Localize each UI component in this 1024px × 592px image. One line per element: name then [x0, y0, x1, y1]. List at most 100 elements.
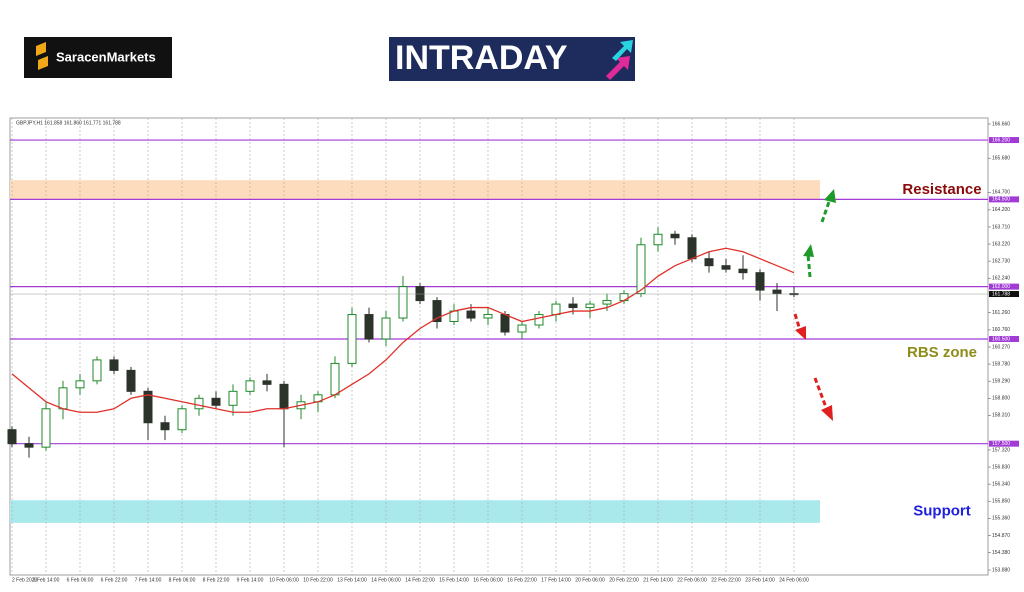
y-tick-label: 160.270 — [992, 344, 1010, 350]
candle-body — [262, 380, 272, 385]
arrow-down — [793, 313, 802, 331]
x-tick-label: 10 Feb 22:00 — [303, 577, 333, 583]
candle-body — [670, 233, 680, 239]
x-tick-label: 8 Feb 22:00 — [203, 577, 230, 583]
y-tick-label: 156.830 — [992, 464, 1010, 470]
candle-body — [126, 369, 136, 392]
candle-body — [228, 390, 238, 406]
x-tick-label: 20 Feb 06:00 — [575, 577, 605, 583]
y-tick-label: 162.730 — [992, 258, 1010, 264]
y-tick-label: 155.360 — [992, 516, 1010, 522]
y-tick-label: 159.780 — [992, 361, 1010, 367]
candle-body — [109, 359, 119, 371]
chart-header: GBPJPY,H1 161.858 161.860 161.771 161.78… — [16, 120, 121, 126]
level-label: 166.200 — [992, 137, 1010, 143]
annotation: RBS zone — [907, 344, 977, 361]
candle-body — [398, 286, 408, 319]
x-tick-label: 7 Feb 14:00 — [135, 577, 162, 583]
x-tick-label: 13 Feb 14:00 — [337, 577, 367, 583]
x-tick-label: 17 Feb 14:00 — [541, 577, 571, 583]
x-tick-label: 20 Feb 22:00 — [609, 577, 639, 583]
candle-body — [330, 362, 340, 396]
x-tick-label: 16 Feb 22:00 — [507, 577, 537, 583]
candle-body — [58, 387, 68, 410]
zone-label: Support — [913, 503, 971, 520]
x-tick-label: 6 Feb 06:00 — [67, 577, 94, 583]
candle-body — [364, 314, 374, 340]
candle-body — [160, 422, 170, 431]
candle-body — [211, 397, 221, 406]
candle-body — [466, 310, 476, 319]
y-tick-label: 153.880 — [992, 567, 1010, 573]
x-tick-label: 6 Feb 22:00 — [101, 577, 128, 583]
candle-body — [75, 380, 85, 389]
arrow-up — [820, 198, 832, 223]
candle-body — [687, 237, 697, 260]
level-tag — [989, 196, 1019, 203]
x-tick-label: 16 Feb 06:00 — [473, 577, 503, 583]
moving-average — [11, 247, 795, 413]
candle-body — [177, 408, 187, 431]
arrow-down — [813, 377, 829, 411]
x-tick-label: 23 Feb 14:00 — [745, 577, 775, 583]
arrow-up — [806, 253, 812, 278]
level-label: 157.500 — [992, 441, 1010, 447]
zone-label: Resistance — [902, 181, 981, 198]
arrowhead — [795, 326, 806, 340]
candle-body — [602, 300, 612, 305]
y-tick-label: 161.260 — [992, 310, 1010, 316]
candle-body — [7, 429, 17, 445]
level-label: 164.500 — [992, 197, 1010, 203]
y-tick-label: 159.290 — [992, 379, 1010, 385]
plot: ResistanceSupport166.660165.680164.70016… — [7, 118, 1019, 583]
brand-logo: SaracenMarkets — [24, 37, 172, 78]
x-tick-label: 22 Feb 06:00 — [677, 577, 707, 583]
x-tick-label: 21 Feb 14:00 — [643, 577, 673, 583]
level-tag — [989, 283, 1019, 290]
plot-frame — [9, 117, 989, 576]
x-tick-label: 15 Feb 14:00 — [439, 577, 469, 583]
candle-body — [738, 268, 748, 274]
candle-body — [755, 272, 765, 291]
candle-body — [381, 317, 391, 340]
y-tick-label: 164.700 — [992, 190, 1010, 196]
x-tick-label: 22 Feb 22:00 — [711, 577, 741, 583]
x-tick-label: 14 Feb 22:00 — [405, 577, 435, 583]
candle-body — [483, 314, 493, 319]
x-tick-label: 10 Feb 06:00 — [269, 577, 299, 583]
banner-arrow-up — [612, 40, 633, 61]
arrowhead — [821, 405, 833, 421]
x-tick-label: 2 Feb 2023 — [12, 577, 38, 583]
x-tick-label: 9 Feb 14:00 — [237, 577, 264, 583]
candle-body — [279, 383, 289, 410]
level-tag — [989, 440, 1019, 447]
y-tick-label: 155.850 — [992, 499, 1010, 505]
candle-body — [245, 380, 255, 392]
y-tick-label: 158.310 — [992, 413, 1010, 419]
y-tick-label: 154.380 — [992, 550, 1010, 556]
candle-body — [347, 314, 357, 364]
candle-body — [500, 314, 510, 333]
y-tick-label: 160.760 — [992, 327, 1010, 333]
banner-arrow-down — [606, 56, 630, 80]
x-tick-label: 3 Feb 14:00 — [33, 577, 60, 583]
candle-body — [568, 303, 578, 309]
candle-body — [551, 303, 561, 316]
candle-body — [24, 443, 34, 448]
y-tick-label: 157.320 — [992, 447, 1010, 453]
brand-name: SaracenMarkets — [56, 49, 156, 64]
y-tick-label: 163.220 — [992, 241, 1010, 247]
level-tag — [989, 137, 1019, 144]
brand-box — [24, 37, 172, 78]
candle-body — [92, 359, 102, 382]
candle-body — [636, 244, 646, 295]
level-tag — [989, 335, 1019, 342]
y-tick-label: 163.710 — [992, 224, 1010, 230]
candle-body — [415, 286, 425, 302]
zone — [10, 180, 820, 200]
arrows — [793, 189, 836, 421]
candle-body — [534, 314, 544, 326]
zone — [10, 500, 820, 523]
level-label: 160.500 — [992, 336, 1010, 342]
